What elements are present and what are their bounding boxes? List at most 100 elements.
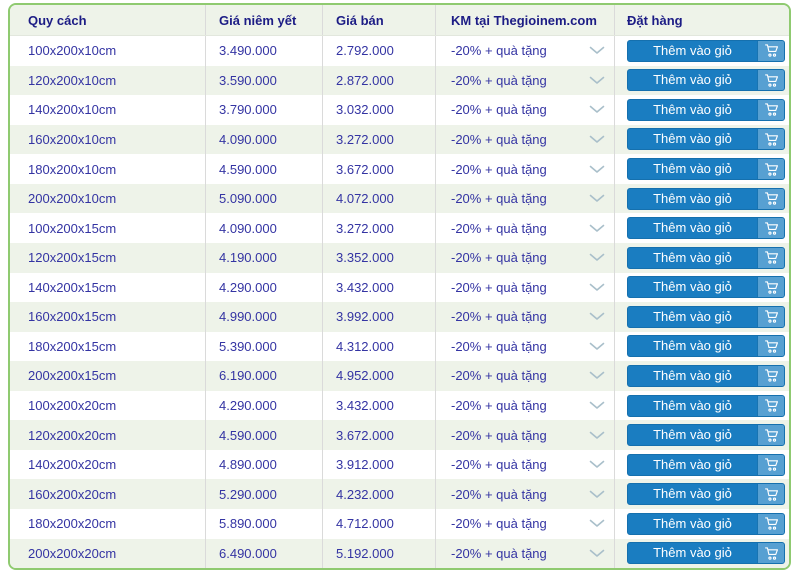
list-price-cell: 4.990.000 xyxy=(205,302,322,332)
promo-dropdown[interactable]: -20% + quà tặng xyxy=(435,331,614,362)
promo-dropdown[interactable]: -20% + quà tặng xyxy=(435,36,614,66)
promo-label: -20% + quà tặng xyxy=(451,43,547,59)
promo-dropdown[interactable]: -20% + quà tặng xyxy=(435,361,614,391)
add-to-cart-button[interactable]: Thêm vào giỏ xyxy=(627,335,785,358)
size-cell: 160x200x20cm xyxy=(28,486,117,502)
add-to-cart-button[interactable]: Thêm vào giỏ xyxy=(627,276,785,299)
promo-dropdown[interactable]: -20% + quà tặng xyxy=(435,509,614,539)
chevron-down-icon xyxy=(589,460,605,469)
table-row: 120x200x20cm 4.590.000 3.672.000 -20% + … xyxy=(10,420,789,450)
chevron-down-icon xyxy=(589,135,605,144)
order-cell: Thêm vào giỏ xyxy=(614,272,789,303)
promo-dropdown[interactable]: -20% + quà tặng xyxy=(435,183,614,214)
order-cell: Thêm vào giỏ xyxy=(614,509,789,539)
cart-icon xyxy=(757,543,784,564)
add-to-cart-label: Thêm vào giỏ xyxy=(653,308,732,324)
chevron-down-icon xyxy=(589,283,605,292)
promo-dropdown[interactable]: -20% + quà tặng xyxy=(435,95,614,125)
promo-dropdown[interactable]: -20% + quà tặng xyxy=(435,242,614,273)
list-price-cell: 4.590.000 xyxy=(205,154,322,184)
sale-price-cell: 4.312.000 xyxy=(322,331,435,362)
list-price-cell: 4.290.000 xyxy=(205,272,322,303)
promo-label: -20% + quà tặng xyxy=(451,338,547,354)
add-to-cart-button[interactable]: Thêm vào giỏ xyxy=(627,394,785,417)
add-to-cart-button[interactable]: Thêm vào giỏ xyxy=(627,158,785,181)
promo-dropdown[interactable]: -20% + quà tặng xyxy=(435,449,614,480)
order-cell: Thêm vào giỏ xyxy=(614,479,789,509)
table-row: 100x200x10cm 3.490.000 2.792.000 -20% + … xyxy=(10,36,789,66)
add-to-cart-button[interactable]: Thêm vào giỏ xyxy=(627,246,785,269)
add-to-cart-button[interactable]: Thêm vào giỏ xyxy=(627,98,785,121)
promo-dropdown[interactable]: -20% + quà tặng xyxy=(435,154,614,184)
promo-dropdown[interactable]: -20% + quà tặng xyxy=(435,538,614,568)
size-cell: 180x200x20cm xyxy=(28,516,117,532)
promo-label: -20% + quà tặng xyxy=(451,427,547,443)
table-row: 140x200x15cm 4.290.000 3.432.000 -20% + … xyxy=(10,272,789,303)
list-price-cell: 3.590.000 xyxy=(205,65,322,96)
list-price-cell: 4.890.000 xyxy=(205,449,322,480)
size-cell: 120x200x15cm xyxy=(28,250,117,266)
chevron-down-icon xyxy=(589,105,605,114)
add-to-cart-label: Thêm vào giỏ xyxy=(653,545,732,561)
size-cell: 120x200x10cm xyxy=(28,72,117,88)
add-to-cart-button[interactable]: Thêm vào giỏ xyxy=(627,542,785,565)
promo-dropdown[interactable]: -20% + quà tặng xyxy=(435,420,614,450)
add-to-cart-button[interactable]: Thêm vào giỏ xyxy=(627,483,785,506)
promo-dropdown[interactable]: -20% + quà tặng xyxy=(435,124,614,155)
add-to-cart-label: Thêm vào giỏ xyxy=(653,72,732,88)
list-price-cell: 5.290.000 xyxy=(205,479,322,509)
list-price-cell: 4.090.000 xyxy=(205,124,322,155)
add-to-cart-button[interactable]: Thêm vào giỏ xyxy=(627,364,785,387)
promo-dropdown[interactable]: -20% + quà tặng xyxy=(435,479,614,509)
add-to-cart-button[interactable]: Thêm vào giỏ xyxy=(627,512,785,535)
add-to-cart-button[interactable]: Thêm vào giỏ xyxy=(627,128,785,151)
add-to-cart-button[interactable]: Thêm vào giỏ xyxy=(627,187,785,210)
size-cell: 140x200x10cm xyxy=(28,102,117,118)
order-cell: Thêm vào giỏ xyxy=(614,65,789,96)
promo-label: -20% + quà tặng xyxy=(451,398,547,414)
sale-price-cell: 3.912.000 xyxy=(322,449,435,480)
sale-price-cell: 5.192.000 xyxy=(322,538,435,568)
add-to-cart-button[interactable]: Thêm vào giỏ xyxy=(627,424,785,447)
sale-price-cell: 4.952.000 xyxy=(322,361,435,391)
promo-label: -20% + quà tặng xyxy=(451,250,547,266)
size-cell: 180x200x15cm xyxy=(28,338,117,354)
sale-price-cell: 3.032.000 xyxy=(322,95,435,125)
promo-dropdown[interactable]: -20% + quà tặng xyxy=(435,65,614,96)
sale-price-cell: 4.072.000 xyxy=(322,183,435,214)
cart-icon xyxy=(757,306,784,327)
promo-label: -20% + quà tặng xyxy=(451,516,547,532)
add-to-cart-button[interactable]: Thêm vào giỏ xyxy=(627,305,785,328)
header-quy-cach: Quy cách xyxy=(28,12,87,28)
promo-label: -20% + quà tặng xyxy=(451,457,547,473)
add-to-cart-button[interactable]: Thêm vào giỏ xyxy=(627,453,785,476)
add-to-cart-button[interactable]: Thêm vào giỏ xyxy=(627,39,785,62)
promo-dropdown[interactable]: -20% + quà tặng xyxy=(435,302,614,332)
add-to-cart-button[interactable]: Thêm vào giỏ xyxy=(627,69,785,92)
order-cell: Thêm vào giỏ xyxy=(614,420,789,450)
order-cell: Thêm vào giỏ xyxy=(614,302,789,332)
add-to-cart-label: Thêm vào giỏ xyxy=(653,515,732,531)
order-cell: Thêm vào giỏ xyxy=(614,183,789,214)
promo-dropdown[interactable]: -20% + quà tặng xyxy=(435,390,614,421)
list-price-cell: 6.190.000 xyxy=(205,361,322,391)
promo-dropdown[interactable]: -20% + quà tặng xyxy=(435,272,614,303)
chevron-down-icon xyxy=(589,165,605,174)
table-row: 100x200x15cm 4.090.000 3.272.000 -20% + … xyxy=(10,213,789,243)
promo-label: -20% + quà tặng xyxy=(451,161,547,177)
order-cell: Thêm vào giỏ xyxy=(614,36,789,66)
table-row: 200x200x15cm 6.190.000 4.952.000 -20% + … xyxy=(10,361,789,391)
promo-dropdown[interactable]: -20% + quà tặng xyxy=(435,213,614,243)
add-to-cart-label: Thêm vào giỏ xyxy=(653,367,732,383)
add-to-cart-label: Thêm vào giỏ xyxy=(653,249,732,265)
chevron-down-icon xyxy=(589,519,605,528)
cart-icon xyxy=(757,247,784,268)
promo-label: -20% + quà tặng xyxy=(451,102,547,118)
add-to-cart-label: Thêm vào giỏ xyxy=(653,101,732,117)
table-row: 160x200x15cm 4.990.000 3.992.000 -20% + … xyxy=(10,302,789,332)
table-header-row: Quy cách Giá niêm yết Giá bán KM tại The… xyxy=(10,5,789,36)
add-to-cart-label: Thêm vào giỏ xyxy=(653,279,732,295)
add-to-cart-button[interactable]: Thêm vào giỏ xyxy=(627,217,785,240)
list-price-cell: 4.090.000 xyxy=(205,213,322,243)
list-price-cell: 5.090.000 xyxy=(205,183,322,214)
